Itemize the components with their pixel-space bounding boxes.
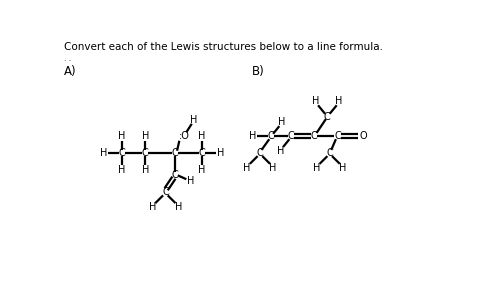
Text: C: C: [171, 169, 178, 180]
Text: C: C: [171, 148, 178, 158]
Text: H: H: [339, 163, 347, 173]
Text: C: C: [142, 148, 149, 158]
Text: H: H: [187, 176, 194, 186]
Text: H: H: [269, 163, 277, 173]
Text: H: H: [277, 146, 285, 156]
Text: H: H: [278, 117, 285, 127]
Text: H: H: [148, 202, 156, 212]
Text: H: H: [118, 165, 126, 175]
Text: C: C: [288, 131, 294, 141]
Text: C: C: [326, 148, 333, 158]
Text: H: H: [243, 163, 251, 173]
Text: C: C: [324, 112, 331, 122]
Text: C: C: [257, 148, 264, 158]
Text: Convert each of the Lewis structures below to a line formula.: Convert each of the Lewis structures bel…: [64, 42, 383, 52]
Text: H: H: [313, 163, 320, 173]
Text: :O: :O: [179, 131, 190, 141]
Text: C: C: [119, 148, 125, 158]
Text: A): A): [64, 65, 76, 78]
Text: H: H: [142, 131, 149, 141]
Text: H: H: [249, 131, 256, 141]
Text: C: C: [311, 131, 318, 141]
Text: H: H: [198, 165, 205, 175]
Text: C: C: [267, 131, 274, 141]
Text: B): B): [252, 65, 265, 78]
Text: . .: . .: [64, 54, 71, 63]
Text: O: O: [360, 131, 368, 141]
Text: H: H: [142, 165, 149, 175]
Text: H: H: [118, 131, 126, 141]
Text: H: H: [175, 202, 182, 212]
Text: H: H: [312, 96, 319, 106]
Text: H: H: [100, 148, 107, 158]
Text: H: H: [190, 115, 197, 125]
Text: C: C: [198, 148, 205, 158]
Text: H: H: [198, 131, 205, 141]
Text: H: H: [217, 148, 224, 158]
Text: C: C: [162, 187, 169, 197]
Text: C: C: [334, 131, 341, 141]
Text: H: H: [336, 96, 343, 106]
